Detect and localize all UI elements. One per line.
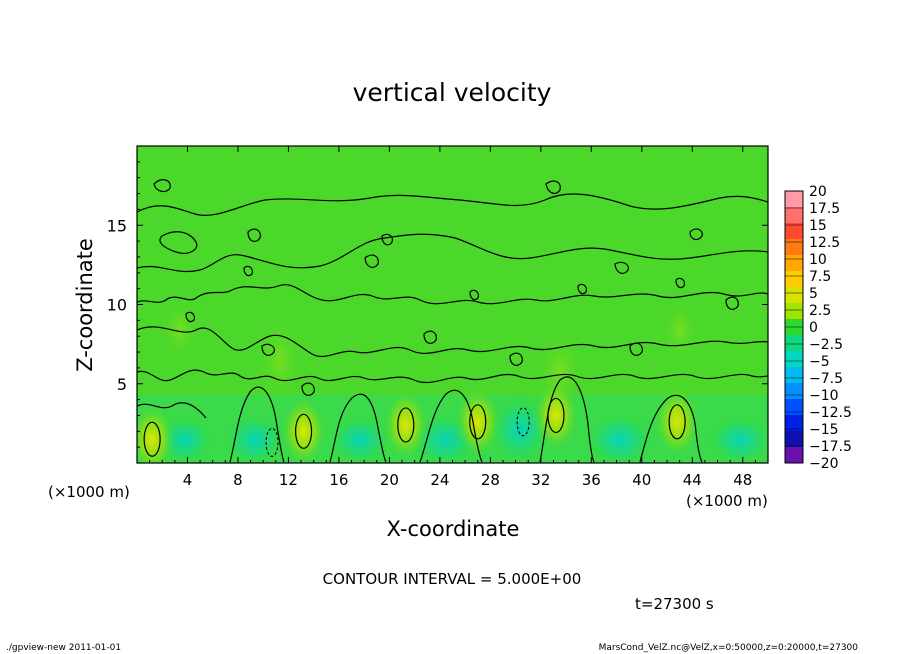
footer-left: ./gpview-new 2011-01-01 [6,643,121,653]
x-tick-label: 12 [279,471,298,489]
colorbar-swatch [785,287,803,304]
plot-area [137,146,768,463]
downdraft-shade [708,416,768,463]
updraft-core-contour [397,407,415,443]
x-tick-label: 32 [531,471,550,489]
downdraft-core-contour [265,427,279,457]
contour-lines [137,179,768,463]
x-axis-unit-left: (×1000 m) [48,483,130,501]
x-tick-label: 16 [329,471,348,489]
warm-shade [258,320,302,400]
warm-shade [662,300,698,360]
downdraft-shade [586,414,654,463]
y-tick-label: 10 [107,296,127,315]
downdraft-core-contour [516,407,530,437]
colorbar-label: −15 [809,422,839,438]
colorbar-swatch [785,239,803,256]
colorbar-label: −10 [809,388,839,404]
x-axis-label: X-coordinate [387,517,520,541]
colorbar-label: −17.5 [809,439,852,455]
x-tick-label: 36 [582,471,601,489]
downdraft-shade [330,416,390,463]
footer-right: MarsCond_VelZ.nc@VelZ,x=0:50000,z=0:2000… [599,643,859,653]
updraft-core-shade [533,381,578,450]
core-contours [143,397,686,457]
updraft-core-contour [143,421,161,457]
colorbar-label: 20 [809,184,827,200]
colorbar-label: −20 [809,456,839,472]
downdraft-shade [225,414,285,463]
colorbar-label: 7.5 [809,269,831,285]
colorbar-swatch [785,255,803,272]
updraft-core-shade [655,387,700,456]
colorbar-swatch [785,399,803,416]
colorbar-swatch [785,191,803,208]
updraft-core-contour [547,397,565,434]
y-axis-label: Z-coordinate [73,238,97,372]
colorbar-swatch [785,207,803,224]
updraft-core-shade [383,390,428,459]
colorbar-label: −5 [809,354,830,370]
colorbar-swatch [785,303,803,320]
updraft-core-shade [455,387,500,456]
x-tick-label: 20 [380,471,399,489]
y-axis-ticks: 5 10 15 [107,161,768,448]
colorbar-label: 10 [809,252,827,268]
x-tick-label: 24 [430,471,449,489]
colorbar-swatch [785,367,803,384]
x-axis-ticks: 4 8 12 16 20 24 28 32 36 40 44 48 [149,146,756,489]
contour-interval-label: CONTOUR INTERVAL = 5.000E+00 [323,570,582,588]
x-axis-unit-right: (×1000 m) [686,492,768,510]
colorbar-swatch [785,223,803,240]
colorbar-swatch [785,383,803,400]
y-tick-label: 5 [117,375,127,394]
colorbar-swatch [785,431,803,448]
y-tick-label: 15 [107,216,127,235]
x-tick-label: 8 [233,471,243,489]
updraft-core-contour [469,404,487,440]
x-tick-label: 4 [183,471,193,489]
colorbar-label: 12.5 [809,235,840,251]
colorbar-label: 5 [809,286,818,302]
colorbar-label: −2.5 [809,337,843,353]
colorbar-swatch [785,351,803,368]
colorbar-label: −12.5 [809,405,852,421]
time-label: t=27300 s [635,595,714,613]
updraft-core-contour [294,413,313,449]
updraft-core-contour [668,404,686,440]
chart-title: vertical velocity [353,78,552,107]
updraft-core-shade [137,405,175,463]
colorbar-swatch [785,335,803,352]
colorbar-label: 17.5 [809,201,840,217]
colorbar-swatch [785,271,803,288]
x-tick-label: 48 [733,471,752,489]
colorbar-label: −7.5 [809,371,843,387]
warm-shade [160,300,200,360]
colorbar: 2017.51512.5107.552.50−2.5−5−7.5−10−12.5… [784,184,852,472]
colorbar-label: 2.5 [809,303,831,319]
colorbar-swatch [785,415,803,432]
x-tick-label: 44 [683,471,702,489]
colorbar-swatch [785,447,803,464]
updraft-core-shade [281,397,326,463]
x-tick-label: 28 [481,471,500,489]
colorbar-label: 0 [809,320,818,336]
colorbar-label: 15 [809,218,827,234]
x-tick-label: 40 [632,471,651,489]
